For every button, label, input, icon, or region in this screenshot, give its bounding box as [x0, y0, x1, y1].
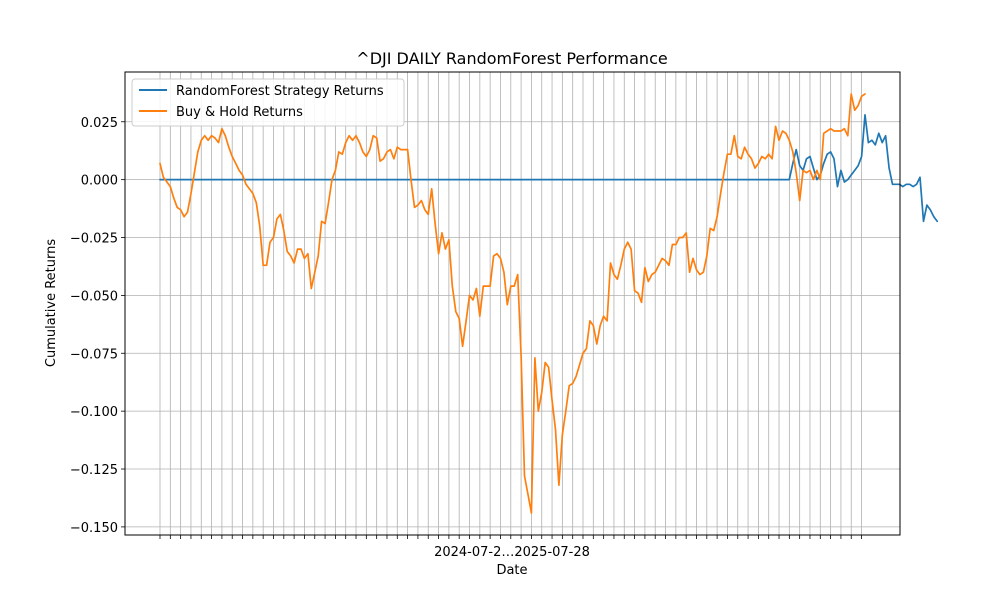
- x-tick-labels: 2024-07-2…2025-07-28: [434, 545, 590, 560]
- y-tick-label: −0.075: [70, 347, 118, 362]
- series-layer: [159, 93, 939, 514]
- x-axis: [159, 535, 862, 539]
- y-tick-label: −0.125: [70, 463, 118, 478]
- y-axis-label: Cumulative Returns: [44, 239, 59, 367]
- x-axis-label: Date: [496, 563, 527, 578]
- legend: RandomForest Strategy Returns Buy & Hold…: [131, 78, 405, 127]
- x-grid: [159, 72, 862, 535]
- legend-box: [131, 78, 405, 127]
- series-line-strategy: [159, 113, 939, 223]
- y-tick-label: −0.150: [70, 521, 118, 536]
- y-tick-label: 0.025: [81, 116, 118, 131]
- plot-frame: [124, 71, 901, 536]
- series-line-buyhold: [159, 93, 866, 514]
- y-axis: −0.150 −0.125 −0.100 −0.075 −0.050 −0.025 0.00…: [70, 116, 125, 536]
- legend-label-buyhold: Buy & Hold Returns: [176, 105, 303, 120]
- y-tick-label: −0.100: [70, 405, 118, 420]
- y-tick-label: −0.025: [70, 232, 118, 247]
- y-tick-label: −0.050: [70, 289, 118, 304]
- y-tick-label: 0.000: [81, 174, 118, 189]
- chart-title: ^DJI DAILY RandomForest Performance: [356, 49, 667, 68]
- legend-label-strategy: RandomForest Strategy Returns: [176, 84, 384, 99]
